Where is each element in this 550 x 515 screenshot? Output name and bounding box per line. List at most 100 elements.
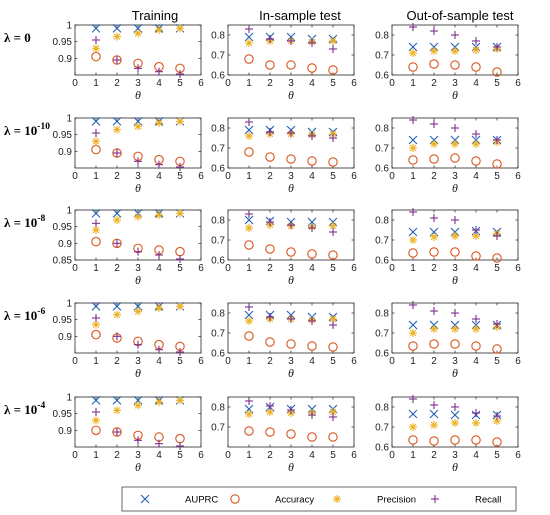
data-point-precision [176, 396, 184, 405]
data-point-recall [493, 43, 501, 51]
data-point-accuracy [244, 426, 254, 436]
legend-marker-auprc [140, 494, 150, 504]
x-tick-label: 2 [267, 263, 273, 274]
x-tick-label: 4 [473, 78, 479, 89]
data-point-recall [409, 116, 417, 124]
data-point-precision [472, 419, 480, 427]
data-point-recall [308, 224, 316, 232]
data-point-auprc [91, 116, 101, 126]
x-tick-label: 5 [177, 171, 183, 182]
x-tick-label: 1 [246, 78, 252, 89]
data-point-accuracy [408, 341, 418, 351]
data-point-auprc [91, 301, 101, 311]
legend-marker-recall [431, 495, 439, 503]
data-point-accuracy [471, 435, 481, 445]
x-tick-label: 2 [431, 356, 437, 367]
x-tick-label: 3 [288, 171, 294, 182]
x-tick-label: 5 [330, 356, 336, 367]
y-tick-label: 0.6 [211, 349, 225, 360]
data-point-recall [245, 397, 253, 405]
data-point-recall [430, 401, 438, 409]
data-point-accuracy [408, 155, 418, 165]
row-label-base: λ = 0 [4, 30, 31, 45]
data-point-auprc [429, 409, 439, 419]
panel: 0 1 2 3 4 5 6 0.9 0.95 1 θ [53, 114, 205, 196]
y-tick-label: 0.7 [375, 329, 389, 340]
x-tick-label: 5 [177, 263, 183, 274]
data-point-precision [245, 39, 253, 47]
y-tick-label: 0.6 [375, 256, 389, 267]
x-tick-label: 1 [93, 263, 99, 274]
x-tick-label: 2 [114, 356, 120, 367]
data-point-auprc [244, 310, 254, 320]
data-point-precision [430, 140, 438, 148]
x-tick-label: 2 [431, 263, 437, 274]
axes-box [227, 24, 355, 76]
x-tick-label: 0 [72, 171, 78, 182]
data-point-accuracy [112, 427, 122, 437]
x-axis-label: θ [288, 88, 294, 102]
x-tick-label: 5 [330, 450, 336, 461]
x-tick-label: 6 [351, 356, 357, 367]
data-point-accuracy [328, 250, 338, 260]
data-point-accuracy [492, 159, 502, 169]
column-titles: Training In-sample test Out-of-sample te… [132, 8, 514, 23]
x-tick-label: 0 [225, 263, 231, 274]
y-tick-label: 0.6 [375, 164, 389, 175]
panel: 0 1 2 3 4 5 6 0.7 0.8 θ [211, 396, 357, 474]
data-point-accuracy [328, 342, 338, 352]
data-point-recall [329, 413, 337, 421]
data-point-recall [493, 136, 501, 144]
y-tick-label: 0.9 [58, 54, 72, 65]
y-tick-label: 0.8 [211, 403, 225, 414]
y-tick-label: 0.8 [375, 124, 389, 135]
data-point-recall [245, 118, 253, 126]
row-label: λ = 10-10 [4, 122, 50, 138]
y-tick-label: 0.6 [211, 71, 225, 82]
data-point-recall [134, 436, 142, 445]
x-tick-label: 0 [389, 263, 395, 274]
data-point-accuracy [492, 67, 502, 77]
data-point-precision [430, 325, 438, 333]
y-tick-label: 0.95 [53, 222, 73, 233]
row-label-exponent: -8 [37, 214, 45, 224]
data-point-accuracy [244, 331, 254, 341]
data-point-recall [409, 395, 417, 403]
x-tick-label: 0 [389, 78, 395, 89]
data-point-recall [134, 157, 142, 166]
panel: 0 1 2 3 4 5 6 0.6 0.7 0.8 θ [375, 116, 521, 195]
data-point-accuracy [429, 436, 439, 446]
y-tick-label: 0.6 [375, 443, 389, 454]
x-tick-label: 6 [198, 450, 204, 461]
x-tick-label: 6 [515, 263, 521, 274]
data-point-accuracy [408, 435, 418, 445]
x-tick-label: 1 [246, 450, 252, 461]
data-point-accuracy [265, 337, 275, 347]
x-tick-label: 2 [114, 263, 120, 274]
y-tick-label: 0.8 [375, 403, 389, 414]
data-point-recall [472, 37, 480, 45]
data-point-precision [451, 325, 459, 333]
data-point-precision [245, 132, 253, 140]
data-point-recall [430, 120, 438, 128]
y-tick-label: 0.95 [53, 130, 73, 141]
legend-label-accuracy: Accuracy [275, 495, 314, 506]
data-point-precision [134, 401, 142, 410]
x-axis-label: θ [288, 273, 294, 287]
data-point-accuracy [286, 429, 296, 439]
data-point-accuracy [265, 244, 275, 254]
x-axis-label: θ [135, 273, 141, 287]
data-point-precision [92, 137, 100, 146]
row-labels: λ = 0λ = 10-10λ = 10-8λ = 10-6λ = 10-4 [4, 30, 50, 417]
data-point-auprc [112, 208, 122, 218]
data-point-accuracy [471, 62, 481, 72]
data-point-accuracy [244, 147, 254, 157]
data-point-recall [245, 303, 253, 311]
data-point-accuracy [328, 157, 338, 167]
y-tick-label: 1 [66, 114, 72, 125]
x-tick-label: 6 [515, 78, 521, 89]
data-point-recall [287, 37, 295, 45]
data-point-precision [155, 398, 163, 406]
x-tick-label: 4 [473, 356, 479, 367]
y-tick-label: 0.8 [211, 31, 225, 42]
